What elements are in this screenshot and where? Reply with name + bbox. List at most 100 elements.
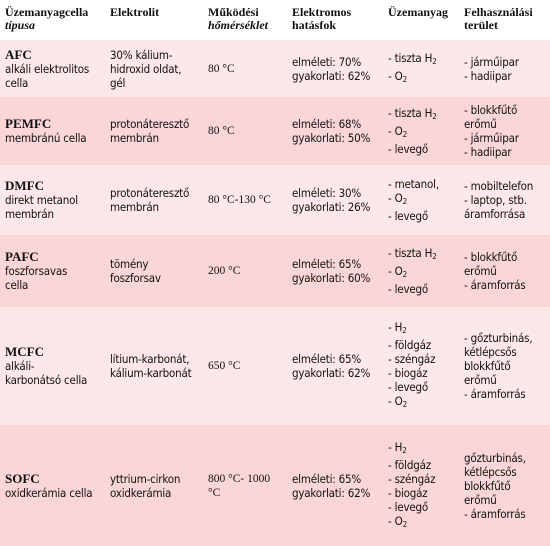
cell-application-line: erőmű [464, 373, 497, 387]
cell-application-line: - áramforrás [464, 506, 526, 521]
table-row: PEMFC membránú cella protonáteresztő membrá… [0, 97, 550, 165]
cell-efficiency: elméleti: 68% gyakorlati: 50% [287, 97, 383, 165]
cell-application-line: - blokkfűtő [464, 103, 518, 117]
cell-electrolyte: 30% kálium-hidroxid oldat, gél [105, 40, 203, 97]
cell-application: - gőzturbinás, kétlépcsős blokkfűtő erőm… [459, 307, 550, 425]
cell-temperature-line: °C [208, 486, 221, 499]
cell-fuel-line: - levegő [388, 282, 429, 296]
header-row: Üzemanyagcella típusa Elektrolit Működési… [0, 0, 550, 40]
table-row: PAFC foszforsavas cella tömény foszforsav 200… [0, 235, 550, 307]
cell-application-line: áramforrása [464, 207, 526, 221]
cell-fuel-line: - tiszta H2 [388, 106, 437, 121]
cell-fuel-line: - széngáz [388, 352, 436, 366]
cell-temperature-line: 80 °C-130 °C [208, 194, 271, 206]
cell-electrolyte: tömény foszforsav [105, 235, 203, 307]
cell-application: - járműipar - hadiipar [459, 40, 550, 97]
cell-efficiency-line: elméleti: 30% [292, 186, 362, 200]
cell-electrolyte: protonáteresztő membrán [105, 165, 203, 235]
cell-type-subtitle: alkáli- [5, 359, 35, 373]
cell-fuel-line: - H2 [388, 320, 407, 335]
header-application: Felhasználási terület [464, 5, 533, 32]
cell-temperature-line: 800 °C- 1000 [208, 472, 271, 485]
cell-fuel-line: - széngáz [388, 471, 436, 486]
cell-fuel-line: - O2 [388, 124, 407, 139]
table-row: MCFC alkáli-karbonátsó cella lítium-karbon… [0, 307, 550, 425]
cell-application-line: - blokkfűtő [464, 250, 518, 264]
cell-type-name: PEMFC [5, 116, 52, 131]
cell-fuel: - tiszta H2 - O2 - levegő [383, 235, 459, 307]
cell-electrolyte: protonáteresztő membrán [105, 97, 203, 165]
cell-efficiency-line: elméleti: 65% [292, 352, 362, 366]
cell-fuel-line: - levegő [388, 380, 429, 394]
cell-temperature-line: 650 °C [208, 360, 241, 372]
cell-fuel: - H2 - földgáz - széngáz - biogáz - levegő - … [383, 425, 459, 546]
cell-efficiency-line: gyakorlati: 62% [292, 485, 371, 500]
cell-fuel-line: - tiszta H2 [388, 50, 437, 66]
cell-type-subtitle: alkáli elektrolitos [5, 61, 90, 76]
cell-efficiency: elméleti: 65% gyakorlati: 60% [287, 235, 383, 307]
cell-application: - mobiltelefon - laptop, stb. áramforrása [459, 165, 550, 235]
cell-application-line: - áramforrás [464, 387, 526, 401]
cell-fuel-line: - földgáz [388, 457, 431, 472]
table-row: DMFC direkt metanol membrán protonáteresztő… [0, 165, 550, 235]
cell-fuel-line: - O2 [388, 264, 407, 279]
cell-type: AFC alkáli elektrolitos cella [0, 40, 105, 97]
cell-type-name: AFC [5, 46, 32, 62]
cell-application-line: - laptop, stb. [464, 193, 527, 207]
header-efficiency: Elektromos hatásfok [292, 5, 352, 32]
cell-application-line: - áramforrás [464, 278, 526, 292]
cell-fuel: - metanol, - O2 - levegő [383, 165, 459, 235]
cell-electrolyte-line: oxidkerámia [110, 485, 172, 500]
cell-application-line: erőmű [464, 264, 497, 278]
cell-fuel-line: - O2 [388, 68, 407, 84]
cell-temperature-line: 200 °C [208, 265, 241, 277]
cell-fuel: - H2 - földgáz - széngáz - biogáz - levegő - … [383, 307, 459, 425]
cell-application-line: blokkfűtő [464, 359, 511, 373]
cell-application-line: - járműipar [464, 131, 519, 145]
cell-temperature: 200 °C [203, 235, 287, 307]
cell-efficiency-line: elméleti: 65% [292, 257, 362, 271]
cell-application-line: gőzturbinás, [464, 450, 526, 465]
cell-type: DMFC direkt metanol membrán [0, 165, 105, 235]
cell-electrolyte: lítium-karbonát, kálium-karbonát [105, 307, 203, 425]
cell-temperature: 80 °C-130 °C [203, 165, 287, 235]
cell-type-name: MCFC [5, 344, 44, 359]
cell-electrolyte-line: gél [110, 75, 126, 90]
cell-type-name: PAFC [5, 249, 39, 264]
cell-temperature: 650 °C [203, 307, 287, 425]
table-row: AFC alkáli elektrolitos cella 30% kálium-hi… [0, 40, 550, 97]
cell-type-subtitle: membránú cella [5, 131, 87, 145]
cell-temperature: 80 °C [203, 97, 287, 165]
cell-fuel-line: - biogáz [388, 366, 428, 380]
cell-fuel-line: - O2 [388, 394, 407, 409]
cell-efficiency-line: elméleti: 68% [292, 117, 362, 131]
cell-type: MCFC alkáli-karbonátsó cella [0, 307, 105, 425]
cell-efficiency: elméleti: 65% gyakorlati: 62% [287, 307, 383, 425]
cell-application: - blokkfűtő erőmű - járműipar - hadiipar [459, 97, 550, 165]
cell-application: - blokkfűtő erőmű - áramforrás [459, 235, 550, 307]
cell-application-line: erőmű [464, 492, 497, 507]
cell-efficiency-line: gyakorlati: 60% [292, 271, 371, 285]
cell-electrolyte-line: protonáteresztő [110, 117, 190, 131]
cell-temperature: 80 °C [203, 40, 287, 97]
cell-electrolyte: yttrium-cirkon oxidkerámia [105, 425, 203, 546]
cell-temperature: 800 °C- 1000 °C [203, 425, 287, 546]
cell-efficiency-line: gyakorlati: 62% [292, 68, 371, 83]
header-type: Üzemanyagcella típusa [5, 5, 89, 32]
cell-fuel-line: - levegő [388, 142, 429, 156]
cell-fuel-line: - tiszta H2 [388, 246, 437, 261]
cell-type-subtitle: membrán [5, 207, 54, 221]
cell-application-line: kétlépcsős [464, 464, 517, 479]
table-row: SOFC oxidkerámia cella yttrium-cirkon oxidk… [0, 425, 550, 546]
cell-application-line: - hadiipar [464, 68, 512, 83]
cell-application-line: - gőzturbinás, [464, 331, 533, 345]
cell-electrolyte-line: membrán [110, 131, 159, 145]
cell-efficiency: elméleti: 70% gyakorlati: 62% [287, 40, 383, 97]
cell-efficiency-line: elméleti: 65% [292, 471, 362, 486]
cell-fuel-line: - földgáz [388, 338, 431, 352]
header-fuel: Üzemanyag [388, 5, 448, 19]
cell-fuel-line: - O2 [388, 513, 407, 529]
cell-application-line: blokkfűtő [464, 478, 511, 493]
cell-electrolyte-line: protonáteresztő [110, 186, 190, 200]
